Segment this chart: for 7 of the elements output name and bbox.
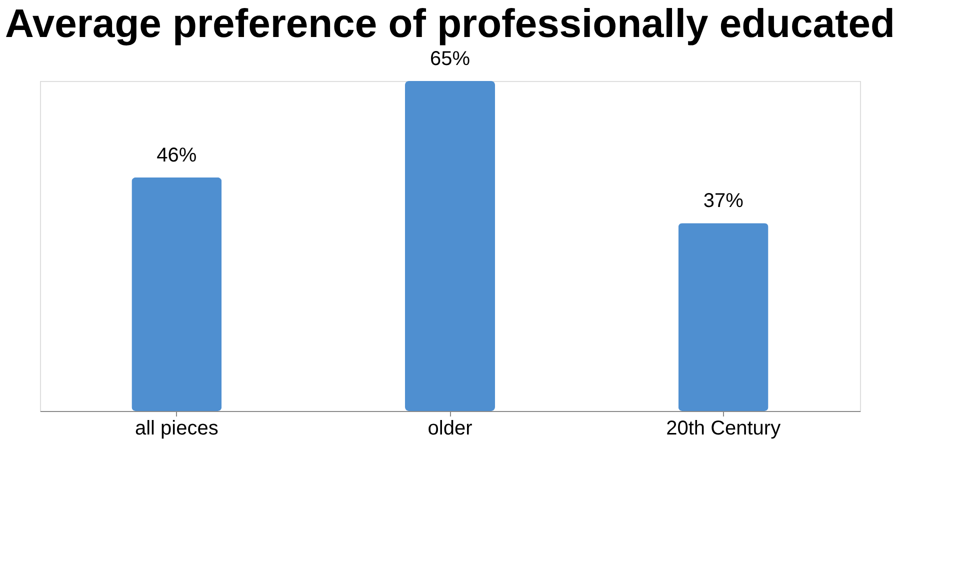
- data-label: 37%: [703, 190, 744, 212]
- x-tick-label: all pieces: [134, 418, 218, 440]
- chart-title: Average preference of professionally educated: [5, 2, 895, 46]
- data-label: 46%: [156, 144, 197, 166]
- x-tick-label: older: [428, 418, 473, 440]
- data-label: 65%: [430, 48, 470, 70]
- x-tick-label: 20th Century: [666, 418, 781, 440]
